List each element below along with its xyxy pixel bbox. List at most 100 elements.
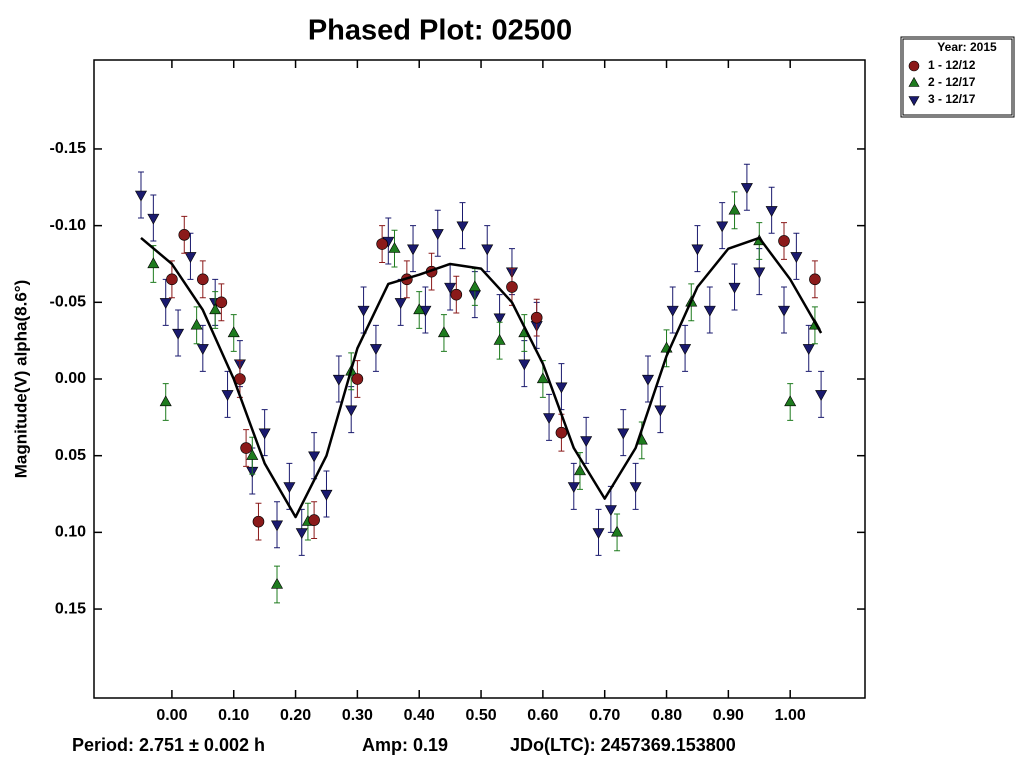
y-tick-label: -0.10: [50, 217, 87, 234]
x-tick-label: 1.00: [775, 707, 806, 724]
epoch-annotation: JDo(LTC): 2457369.153800: [510, 735, 736, 755]
data-point: [178, 229, 191, 241]
data-point: [295, 528, 308, 540]
legend-inner-box: [902, 38, 1013, 116]
data-point: [450, 288, 463, 301]
data-point: [209, 303, 222, 315]
period-annotation: Period: 2.751 ± 0.002 h: [72, 735, 265, 755]
data-point: [166, 273, 178, 286]
data-point: [518, 359, 531, 371]
data-point: [271, 520, 284, 532]
data-point: [258, 428, 271, 440]
data-point: [666, 305, 679, 317]
y-axis-label: Magnitude(V) alpha(8.6°): [11, 280, 30, 479]
data-point: [611, 525, 624, 537]
data-point: [506, 281, 518, 293]
data-point: [468, 280, 481, 292]
data-point: [617, 428, 630, 440]
amp-annotation: Amp: 0.19: [362, 735, 448, 755]
legend-marker: [908, 96, 920, 107]
data-point: [227, 326, 240, 338]
data-point: [728, 282, 741, 294]
data-point: [376, 238, 388, 250]
data-point: [573, 464, 586, 476]
data-point: [252, 515, 265, 528]
data-point: [351, 373, 364, 385]
data-point: [493, 333, 506, 345]
data-point: [172, 328, 185, 340]
data-point: [308, 451, 321, 463]
data-point: [431, 229, 444, 240]
data-point: [809, 273, 821, 286]
series-group: [166, 215, 821, 541]
data-point: [543, 413, 556, 425]
legend-title: Year: 2015: [937, 40, 997, 54]
data-point: [740, 183, 753, 194]
data-point: [456, 221, 469, 233]
data-point: [679, 344, 692, 355]
data-point: [332, 374, 345, 386]
y-tick-label: 0.10: [55, 524, 86, 541]
data-point: [691, 244, 704, 256]
data-point: [159, 298, 172, 309]
x-tick-label: 0.20: [280, 707, 311, 724]
plot-area: [134, 163, 828, 604]
x-tick-label: 0.30: [342, 707, 373, 724]
data-point: [703, 305, 716, 317]
data-point: [190, 318, 203, 330]
data-point: [437, 326, 450, 338]
data-point: [147, 257, 160, 269]
data-point: [134, 190, 147, 202]
data-point: [784, 395, 797, 407]
data-point: [159, 395, 172, 407]
y-tick-label: 0.15: [55, 600, 86, 617]
data-point: [369, 344, 382, 355]
y-tick-label: 0.05: [55, 447, 86, 464]
data-point: [765, 206, 778, 217]
data-point: [629, 482, 642, 494]
data-point: [147, 213, 160, 225]
x-tick-label: 0.40: [404, 707, 435, 724]
data-point: [345, 405, 358, 417]
data-point: [246, 449, 259, 460]
y-tick-label: 0.00: [55, 370, 86, 387]
data-point: [536, 372, 549, 384]
data-point: [728, 203, 741, 215]
data-point: [802, 344, 815, 355]
data-point: [413, 303, 426, 315]
data-point: [283, 482, 296, 494]
data-point: [481, 244, 494, 256]
data-point: [555, 426, 568, 439]
x-tick-label: 0.60: [527, 707, 558, 724]
data-point: [215, 296, 228, 309]
fit-curve: [140, 236, 823, 519]
data-point: [320, 489, 333, 501]
data-point: [580, 436, 593, 448]
data-point: [493, 313, 506, 325]
data-point: [604, 505, 617, 517]
data-point: [221, 390, 234, 402]
data-point: [196, 344, 209, 355]
data-point: [394, 298, 407, 309]
x-tick-label: 0.10: [218, 707, 249, 724]
data-point: [567, 482, 580, 494]
data-point: [815, 390, 828, 402]
data-point: [778, 235, 790, 247]
data-point: [716, 221, 729, 233]
y-tick-label: -0.05: [50, 294, 87, 311]
data-point: [753, 267, 766, 279]
x-tick-label: 0.00: [156, 707, 187, 724]
data-point: [388, 241, 401, 253]
legend-label: 3 - 12/17: [928, 92, 976, 106]
legend-label: 2 - 12/17: [928, 75, 976, 89]
x-tick-label: 0.70: [589, 707, 620, 724]
legend-marker: [908, 60, 920, 72]
data-point: [357, 305, 370, 317]
x-tick-label: 0.80: [651, 707, 682, 724]
data-point: [308, 514, 320, 526]
data-point: [444, 282, 457, 294]
x-tick-label: 0.50: [465, 707, 496, 724]
data-point: [641, 374, 654, 386]
